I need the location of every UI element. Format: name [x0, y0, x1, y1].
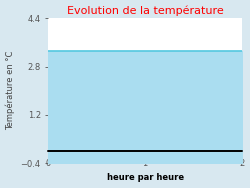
X-axis label: heure par heure: heure par heure — [106, 173, 184, 182]
Y-axis label: Température en °C: Température en °C — [6, 51, 15, 130]
Title: Evolution de la température: Evolution de la température — [67, 6, 224, 16]
